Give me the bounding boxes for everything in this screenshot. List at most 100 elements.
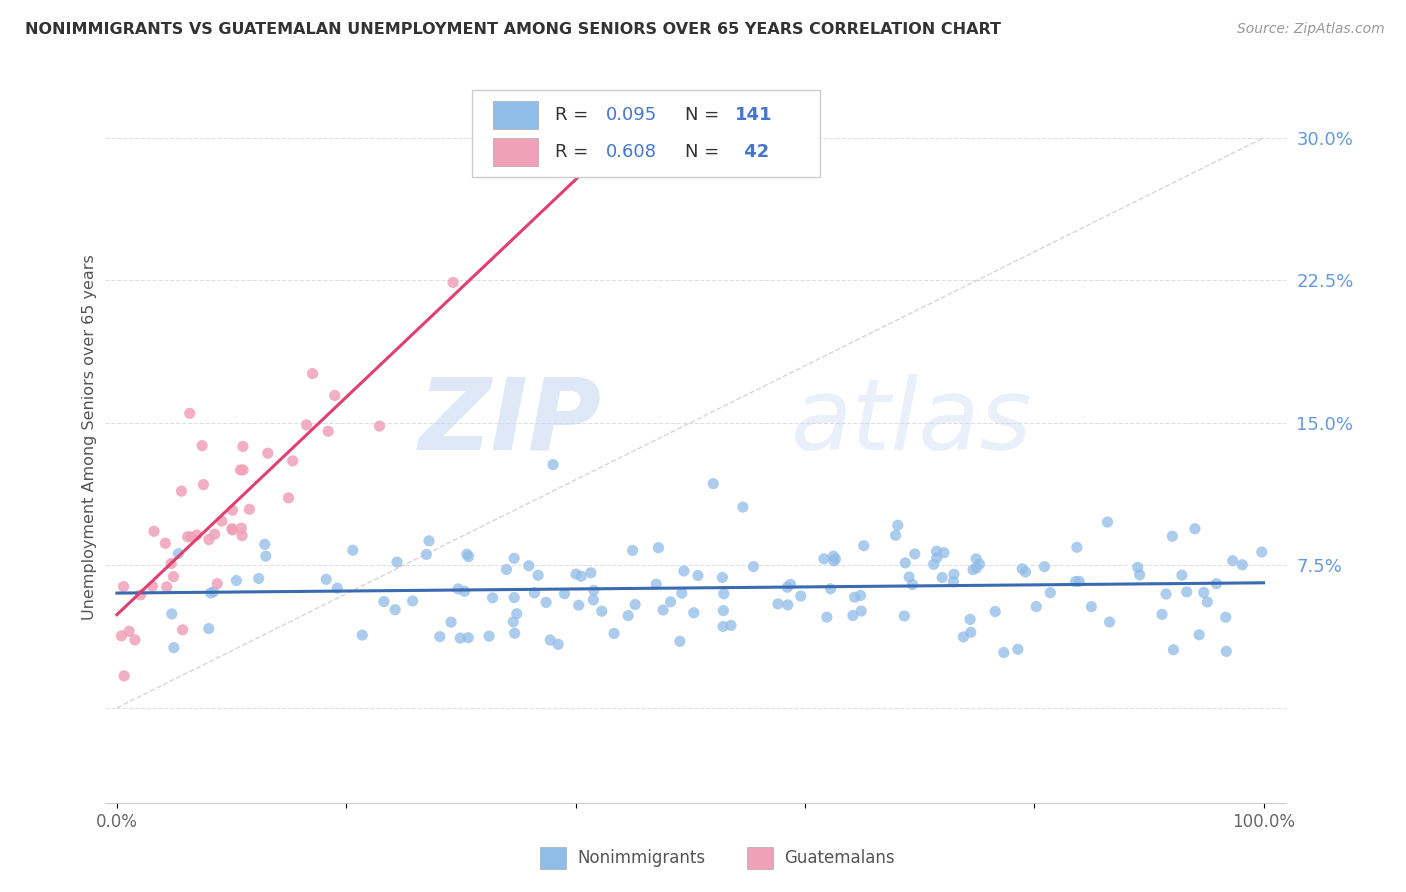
Point (672, 564, 695, 578)
Point (141, 579, 163, 593)
Point (541, 458, 564, 472)
Point (112, 669, 135, 683)
Point (449, 631, 471, 645)
Point (385, 555, 408, 569)
Point (849, 589, 872, 603)
Y-axis label: Unemployment Among Seniors over 65 years: Unemployment Among Seniors over 65 years (82, 254, 97, 620)
Point (766, 597, 789, 611)
Point (163, 640, 186, 655)
Point (129, 588, 152, 602)
Text: N =: N = (685, 143, 725, 161)
Point (124, 632, 146, 647)
Point (481, 591, 503, 605)
Point (931, 570, 953, 584)
Point (225, 574, 247, 588)
Point (1150, 607, 1173, 622)
Bar (494, 102, 537, 129)
Point (842, 608, 865, 623)
Point (198, 533, 221, 547)
Point (179, 406, 201, 420)
Bar (540, 847, 567, 869)
Point (1064, 574, 1087, 589)
Point (503, 551, 526, 566)
Text: 0.095: 0.095 (606, 106, 658, 124)
Point (621, 543, 644, 558)
Point (200, 586, 222, 600)
Point (1205, 576, 1227, 591)
Point (221, 503, 243, 517)
Point (1163, 642, 1185, 657)
Point (143, 524, 166, 539)
Point (790, 589, 813, 603)
Point (315, 573, 337, 587)
Point (711, 570, 734, 584)
Point (204, 527, 226, 541)
Text: N =: N = (685, 106, 725, 124)
Point (645, 577, 668, 591)
Point (647, 541, 669, 555)
Point (959, 625, 981, 640)
Point (682, 606, 704, 620)
Bar (494, 138, 537, 166)
Point (959, 612, 981, 626)
Point (776, 598, 799, 612)
Point (844, 590, 866, 604)
Point (1188, 628, 1211, 642)
Point (503, 591, 526, 605)
Point (440, 615, 463, 629)
Point (1197, 595, 1219, 609)
Point (1066, 541, 1088, 555)
Point (247, 572, 270, 586)
Point (894, 556, 917, 570)
Text: Nonimmigrants: Nonimmigrants (578, 848, 706, 867)
Point (901, 577, 924, 591)
Point (503, 626, 526, 640)
Point (1184, 522, 1206, 536)
Point (506, 607, 529, 621)
Point (1097, 515, 1119, 529)
Text: ZIP: ZIP (419, 374, 602, 471)
Point (624, 598, 647, 612)
Point (711, 619, 734, 633)
Point (591, 604, 613, 618)
Point (232, 463, 254, 477)
Point (582, 593, 605, 607)
Point (1025, 599, 1047, 614)
Point (193, 477, 215, 491)
Point (579, 566, 602, 580)
Point (824, 552, 846, 566)
Point (373, 594, 395, 608)
Point (118, 624, 141, 639)
Point (776, 580, 799, 594)
Point (254, 549, 277, 564)
Point (229, 463, 252, 477)
Point (823, 549, 845, 564)
Point (1039, 585, 1062, 599)
Point (952, 630, 974, 644)
Point (652, 603, 675, 617)
Point (457, 631, 479, 645)
Point (160, 607, 183, 621)
Point (925, 544, 948, 558)
Point (415, 548, 437, 562)
Point (231, 521, 253, 535)
Bar (747, 847, 773, 869)
Point (295, 417, 318, 432)
Text: NONIMMIGRANTS VS GUATEMALAN UNEMPLOYMENT AMONG SENIORS OVER 65 YEARS CORRELATION: NONIMMIGRANTS VS GUATEMALAN UNEMPLOYMENT… (25, 22, 1001, 37)
Point (211, 514, 233, 528)
Point (197, 622, 219, 636)
Point (447, 582, 470, 596)
Point (813, 551, 835, 566)
Point (1129, 567, 1152, 582)
Point (253, 537, 276, 551)
Point (1098, 615, 1121, 629)
Point (342, 543, 364, 558)
Point (156, 580, 179, 594)
Point (671, 586, 693, 600)
Point (1192, 585, 1215, 599)
Point (942, 574, 965, 589)
Point (457, 549, 479, 564)
Text: atlas: atlas (790, 374, 1032, 471)
Point (401, 594, 423, 608)
Point (231, 528, 253, 542)
